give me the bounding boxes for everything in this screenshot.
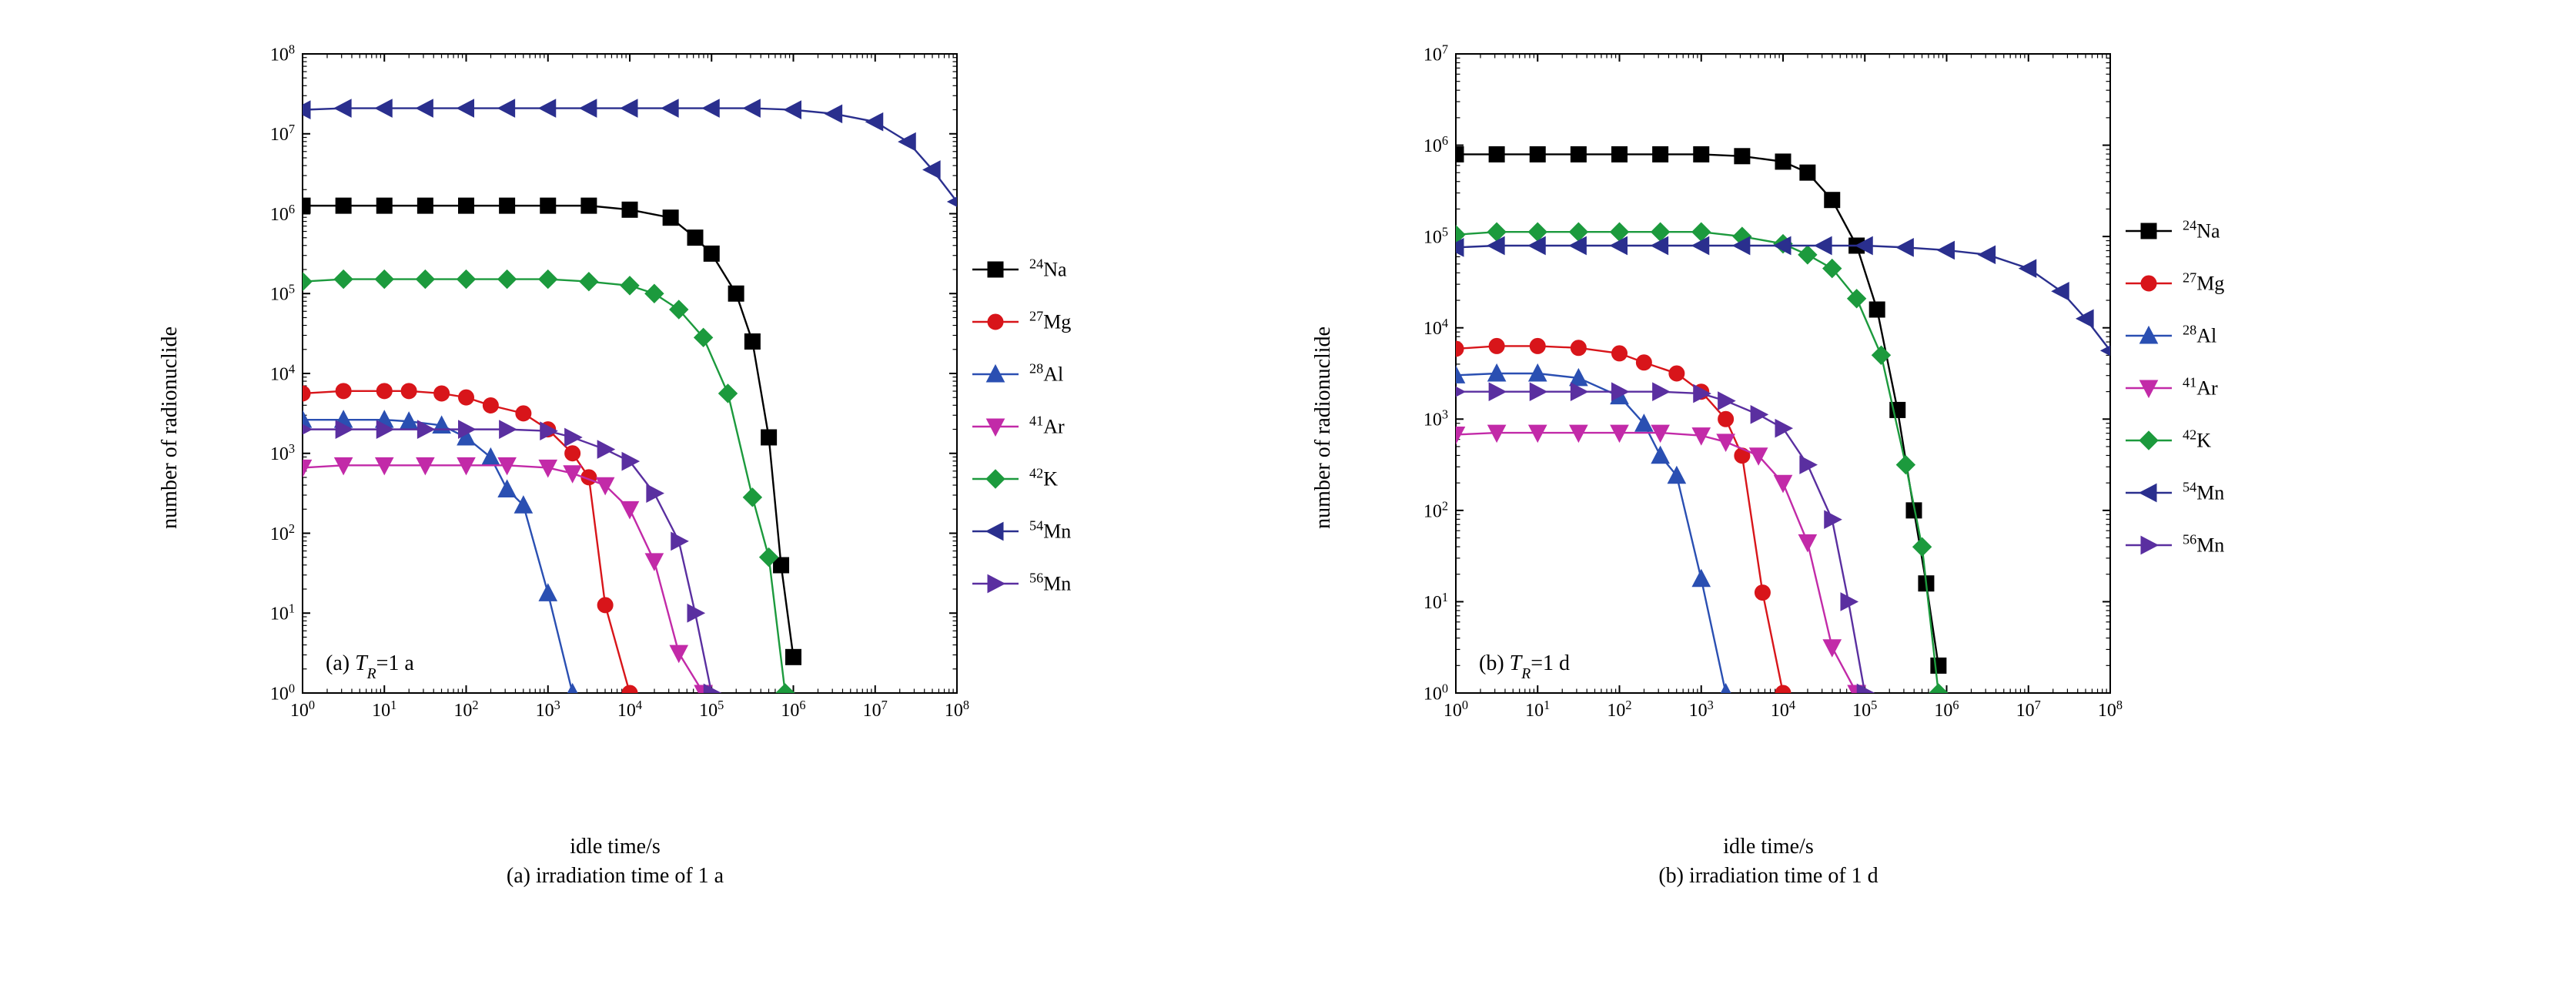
svg-text:103: 103 — [536, 698, 560, 721]
svg-text:42K: 42K — [1029, 466, 1058, 490]
svg-text:102: 102 — [270, 521, 295, 544]
svg-text:27Mg: 27Mg — [1029, 309, 1071, 333]
svg-text:101: 101 — [1423, 589, 1448, 613]
svg-text:102: 102 — [1607, 698, 1631, 721]
xlabel: idle time/s — [570, 835, 660, 859]
svg-text:107: 107 — [270, 122, 295, 146]
svg-text:103: 103 — [1423, 407, 1448, 430]
svg-text:100: 100 — [290, 698, 315, 721]
svg-text:41Ar: 41Ar — [1029, 413, 1065, 438]
svg-text:56Mn: 56Mn — [2183, 532, 2224, 557]
ylabel: number of radionuclide — [1311, 326, 1336, 529]
svg-text:(a) TR=1 a: (a) TR=1 a — [326, 651, 414, 682]
legend: 24Na 27Mg 28Al 41Ar 42K 54Mn 56Mn — [2126, 218, 2224, 557]
svg-text:(b) TR=1 d: (b) TR=1 d — [1479, 651, 1570, 682]
svg-text:105: 105 — [1852, 698, 1877, 721]
caption-a: (a) irradiation time of 1 a — [507, 864, 724, 889]
svg-text:108: 108 — [945, 698, 969, 721]
panel-b: number of radionuclide 100 101 102 103 104 105… — [1311, 23, 2418, 889]
svg-text:42K: 42K — [2183, 427, 2211, 452]
svg-text:54Mn: 54Mn — [2183, 480, 2224, 504]
svg-text:104: 104 — [270, 361, 295, 385]
panel-a: number of radionuclide 100 101 102 103 104 105… — [158, 23, 1265, 889]
svg-text:106: 106 — [1934, 698, 1959, 721]
xlabel: idle time/s — [1723, 835, 1813, 859]
ylabel: number of radionuclide — [158, 326, 182, 529]
svg-text:103: 103 — [1689, 698, 1714, 721]
svg-text:101: 101 — [372, 698, 396, 721]
svg-text:101: 101 — [1525, 698, 1550, 721]
svg-text:105: 105 — [699, 698, 724, 721]
svg-text:101: 101 — [270, 601, 295, 624]
svg-text:104: 104 — [1423, 316, 1448, 340]
svg-text:104: 104 — [1771, 698, 1795, 721]
plot-svg-a: 1001011021031041051061071081001011021031… — [187, 23, 1265, 832]
svg-text:106: 106 — [1423, 132, 1448, 156]
svg-text:28Al: 28Al — [1029, 361, 1063, 386]
plot-svg-b: 1001011021031041051061071081001011021031… — [1340, 23, 2418, 832]
svg-text:104: 104 — [617, 698, 642, 721]
svg-text:54Mn: 54Mn — [1029, 518, 1071, 543]
svg-text:105: 105 — [270, 281, 295, 305]
svg-text:107: 107 — [863, 698, 888, 721]
svg-text:107: 107 — [1423, 42, 1448, 65]
svg-text:27Mg: 27Mg — [2183, 270, 2224, 295]
svg-text:102: 102 — [453, 698, 478, 721]
svg-text:106: 106 — [270, 201, 295, 225]
svg-text:108: 108 — [2098, 698, 2123, 721]
legend: 24Na 27Mg 28Al 41Ar 42K 54Mn 56Mn — [972, 256, 1071, 595]
svg-text:105: 105 — [1423, 224, 1448, 248]
caption-b: (b) irradiation time of 1 d — [1658, 864, 1878, 889]
svg-text:108: 108 — [270, 42, 295, 65]
svg-text:24Na: 24Na — [2183, 218, 2220, 243]
svg-text:102: 102 — [1423, 498, 1448, 522]
figure-pair: number of radionuclide 100 101 102 103 104 105… — [0, 0, 2576, 912]
svg-text:106: 106 — [781, 698, 805, 721]
svg-text:107: 107 — [2016, 698, 2041, 721]
svg-text:41Ar: 41Ar — [2183, 375, 2218, 400]
svg-text:103: 103 — [270, 441, 295, 465]
svg-text:100: 100 — [1444, 698, 1468, 721]
svg-text:56Mn: 56Mn — [1029, 571, 1071, 595]
svg-text:28Al: 28Al — [2183, 323, 2216, 347]
svg-text:24Na: 24Na — [1029, 256, 1067, 281]
